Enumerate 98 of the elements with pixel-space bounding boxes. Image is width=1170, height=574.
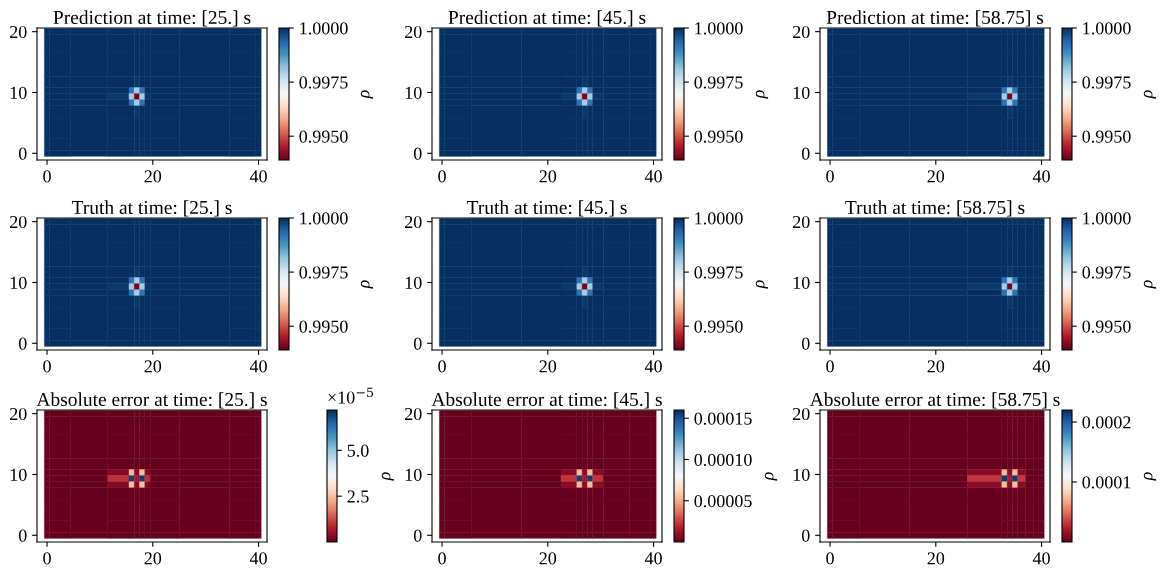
y-tick-label: 20 [405,407,422,421]
color-bar-title: ρ [381,472,394,481]
x-tick-label: 40 [644,552,662,565]
color-bar-title: ρ [764,472,778,481]
chart-title: Prediction at time: [58.75] s [826,10,1044,27]
color-bar-label: 0.9950 [694,130,743,143]
chart-title: Truth at time: [25.] s [71,200,232,217]
color-bar-label: 1.0000 [300,212,348,225]
color-bar-label: 0.9950 [299,130,348,143]
y-tick-label: 0 [18,147,27,160]
x-tick-label: 20 [539,552,557,565]
color-bar-label: 1.0000 [1083,22,1131,35]
x-tick-label: 20 [927,552,945,565]
y-tick-label: 20 [405,25,422,39]
color-bar-label: 0.00010 [694,453,752,467]
color-bar-label: 0.9950 [299,320,348,333]
y-tick-label: 10 [10,276,27,289]
y-tick-label: 10 [405,468,422,481]
color-bar-title: ρ [755,280,769,289]
y-tick-label: 0 [18,529,27,542]
y-tick-label: 0 [801,337,810,350]
color-bar-label: 1.0000 [300,22,348,35]
y-tick-label: 0 [413,147,422,160]
x-tick-label: 40 [249,360,267,373]
color-bar-title: ρ [360,280,374,289]
x-tick-label: 20 [927,360,945,373]
x-tick-label: 40 [1032,552,1050,565]
y-tick-label: 20 [10,215,27,229]
color-bar-label: 1.0000 [695,22,743,35]
color-bar-label: 1.0000 [1083,212,1131,225]
color-bar-label: 0.9975 [694,76,743,89]
color-bar-label: 0.9975 [299,76,348,89]
y-tick-label: 0 [413,337,422,350]
x-tick-label: 0 [438,360,446,373]
chart-title: Prediction at time: [45.] s [448,10,646,27]
color-bar-label: 0.0002 [1082,416,1131,429]
x-tick-label: 20 [144,360,162,373]
y-tick-label: 0 [18,337,27,350]
color-bar-label: 0.9975 [1082,76,1131,89]
y-tick-label: 20 [793,215,810,229]
y-tick-label: 20 [793,407,810,421]
x-tick-label: 40 [644,360,662,373]
y-tick-label: 20 [405,215,422,229]
x-tick-label: 40 [249,170,267,183]
color-bar-label: 5.0 [347,444,369,457]
x-tick-label: 0 [438,170,446,183]
color-bar-title: ρ [755,90,769,99]
color-bar-label: 0.9975 [1082,266,1131,279]
color-bar-label: 0.00005 [694,495,752,508]
y-tick-label: 0 [801,529,810,542]
chart-title: Prediction at time: [25.] s [53,10,251,27]
chart-title: Absolute error at time: [25.] s [36,392,267,409]
y-tick-label: 10 [793,276,810,289]
y-tick-label: 20 [10,407,27,421]
y-tick-label: 0 [801,147,810,160]
y-tick-label: 10 [405,86,422,99]
y-tick-label: 0 [413,529,422,542]
color-bar-label: 1.0000 [695,212,743,225]
color-bar-label: 0.0001 [1082,476,1131,489]
chart-title: Absolute error at time: [58.75] s [809,392,1060,409]
x-tick-label: 40 [1032,360,1050,373]
color-bar-label: 0.9950 [1082,320,1131,333]
color-bar-label: 0.9975 [694,266,743,279]
chart-title: Absolute error at time: [45.] s [431,392,662,409]
x-tick-label: 20 [144,552,162,565]
y-tick-label: 10 [793,86,810,99]
chart-title: Truth at time: [58.75] s [845,200,1025,217]
x-tick-label: 0 [43,170,51,183]
x-tick-label: 0 [826,552,834,565]
x-tick-label: 20 [927,170,945,183]
x-tick-label: 0 [43,360,51,373]
color-bar-label: 0.9950 [1082,130,1131,143]
y-tick-label: 10 [10,86,27,99]
x-tick-label: 0 [826,170,834,183]
color-bar-label: 0.00015 [694,412,752,425]
text: ×10$^{−5}$ [328,387,374,404]
color-bar-title: ρ [1143,90,1157,99]
x-tick-label: 20 [539,360,557,373]
x-tick-label: 40 [644,170,662,183]
x-tick-label: 20 [539,170,557,183]
y-tick-label: 10 [793,468,810,481]
color-bar-title: ρ [1143,472,1157,481]
x-tick-label: 0 [43,552,51,565]
x-tick-label: 40 [1032,170,1050,183]
color-bar-label: 2.5 [347,490,369,503]
color-bar-label: 0.9950 [694,320,743,333]
chart-title: Truth at time: [45.] s [466,200,627,217]
x-tick-label: 0 [438,552,446,565]
x-tick-label: 40 [249,552,267,565]
y-tick-label: 10 [10,468,27,481]
color-bar-title: ρ [360,90,374,99]
y-tick-label: 10 [405,276,422,289]
y-tick-label: 20 [10,25,27,39]
color-bar-label: 0.9975 [299,266,348,279]
y-tick-label: 20 [793,25,810,39]
x-tick-label: 20 [144,170,162,183]
color-bar-title: ρ [1143,280,1157,289]
x-tick-label: 0 [826,360,834,373]
